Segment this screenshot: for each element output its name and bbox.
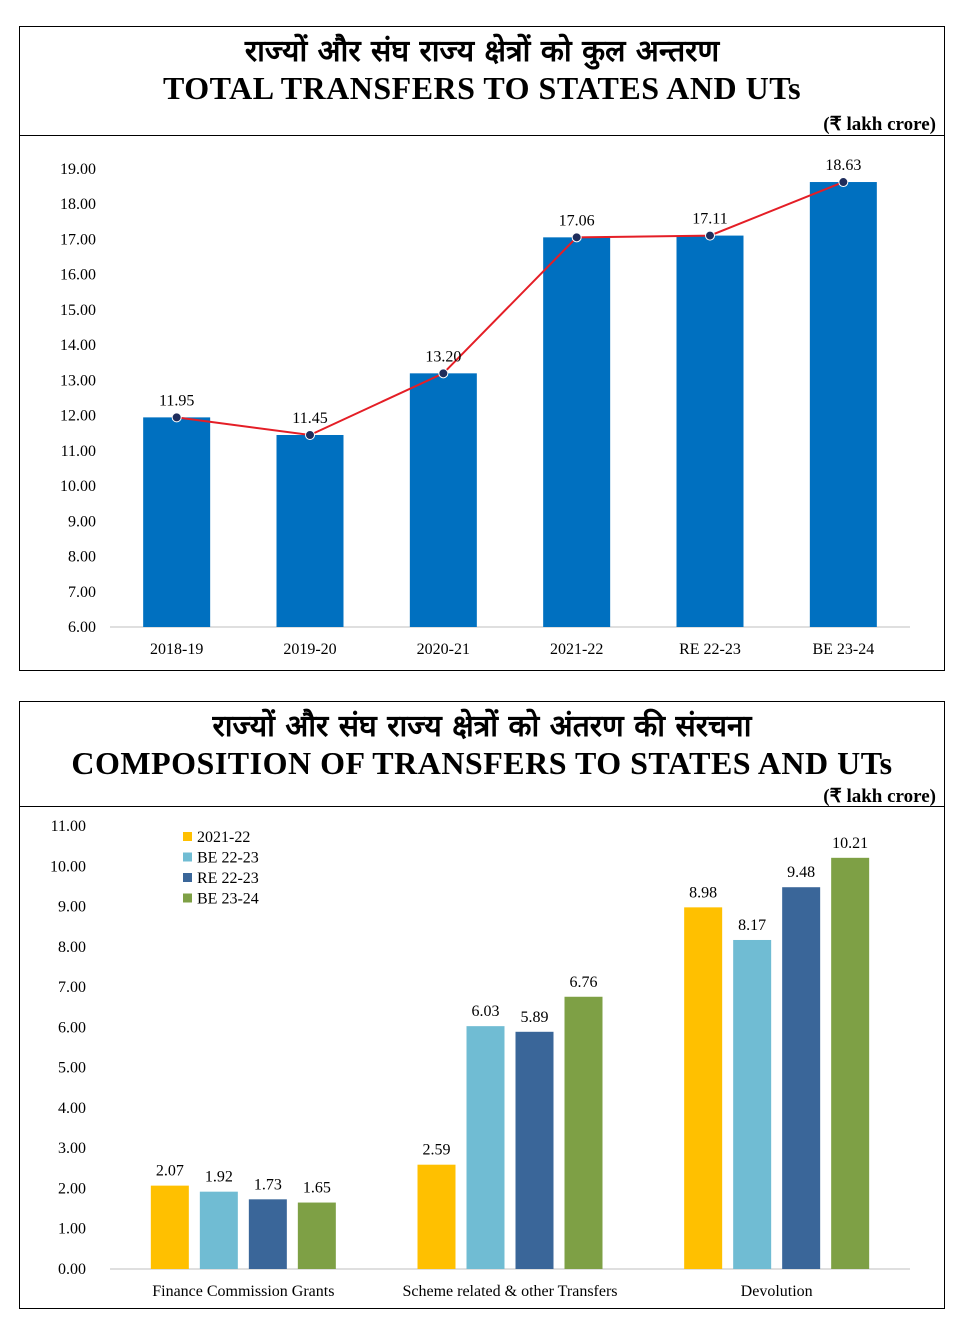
bar [150, 1185, 189, 1269]
y-tick-label: 9.00 [58, 899, 86, 916]
chart1-title-divider [20, 135, 944, 136]
y-tick-label: 6.00 [58, 1019, 86, 1036]
data-label: 6.03 [472, 1003, 500, 1020]
y-tick-label: 2.00 [58, 1180, 86, 1197]
composition-panel: राज्यों और संघ राज्य क्षेत्रों को अंतरण … [19, 701, 945, 1309]
data-label: 11.95 [159, 392, 194, 409]
y-tick-label: 19.00 [60, 161, 96, 178]
bar [733, 939, 772, 1269]
bar [676, 235, 744, 627]
legend-swatch [183, 893, 192, 903]
trend-marker [438, 368, 449, 379]
chart2-title-divider [20, 806, 944, 807]
y-tick-label: 11.00 [61, 443, 96, 460]
chart1-title: TOTAL TRANSFERS TO STATES AND UTs [162, 70, 802, 106]
legend-swatch [183, 852, 192, 862]
data-label: 5.89 [521, 1009, 549, 1026]
y-tick-label: 16.00 [60, 267, 96, 284]
y-tick-label: 6.00 [68, 619, 96, 636]
trend-marker [305, 429, 315, 440]
legend-swatch [183, 873, 192, 882]
x-tick-label: 2019-20 [283, 641, 336, 658]
data-label: 17.11 [692, 211, 727, 228]
bar [564, 996, 603, 1269]
bar [543, 237, 611, 627]
y-tick-label: 4.00 [58, 1100, 86, 1117]
y-tick-label: 12.00 [60, 408, 96, 425]
data-label: 1.92 [205, 1169, 233, 1186]
y-tick-label: 17.00 [60, 231, 96, 248]
y-tick-label: 18.00 [60, 196, 96, 213]
bar [143, 417, 211, 627]
x-tick-label: Scheme related & other Transfers [402, 1283, 617, 1300]
data-label: 11.45 [292, 410, 327, 427]
legend-entry: BE 22-23 [197, 850, 259, 867]
legend-entry: 2021-22 [197, 829, 250, 846]
chart1-unit-label: (₹ lakh crore) [823, 114, 936, 135]
data-label: 2.07 [156, 1163, 184, 1180]
total-transfers-panel: राज्यों और संघ राज्य क्षेत्रों को कुल अन… [19, 26, 945, 671]
bar [417, 1164, 456, 1269]
trend-marker [838, 177, 849, 188]
total-transfers-chart: 6.00 7.00 8.00 9.00 10.00 11.00 12.00 13.00 14.0… [60, 157, 910, 658]
data-label: 10.21 [832, 835, 868, 852]
legend-swatch [183, 832, 192, 841]
data-label: 18.63 [825, 157, 861, 174]
bar [248, 1199, 287, 1269]
x-tick-label: Finance Commission Grants [152, 1283, 334, 1300]
x-tick-label: 2018-19 [150, 641, 203, 658]
y-tick-label: 8.00 [58, 939, 86, 956]
y-tick-label: 9.00 [68, 513, 96, 530]
data-label: 8.17 [738, 917, 766, 934]
y-tick-label: 3.00 [58, 1140, 86, 1157]
legend-entry: BE 23-24 [197, 891, 259, 908]
y-tick-label: 10.00 [50, 858, 86, 875]
data-label: 13.20 [425, 348, 461, 365]
y-tick-label: 5.00 [58, 1060, 86, 1077]
chart1-title-hindi: राज्यों और संघ राज्य क्षेत्रों को कुल अन… [244, 34, 720, 69]
bar [782, 887, 821, 1269]
trend-marker [171, 412, 182, 423]
y-tick-label: 7.00 [68, 584, 96, 601]
bar [199, 1191, 238, 1269]
composition-chart: 0.00 1.00 2.00 3.00 4.00 5.00 6.00 7.00 8.00 9.00… [50, 818, 910, 1300]
data-label: 2.59 [423, 1142, 451, 1159]
x-tick-label: Devolution [741, 1283, 813, 1300]
bar [297, 1202, 336, 1269]
trend-line [176, 181, 844, 437]
y-tick-label: 11.00 [51, 818, 86, 835]
x-tick-label: 2020-21 [417, 641, 470, 658]
chart2-title-hindi: राज्यों और संघ राज्य क्षेत्रों को अंतरण … [212, 709, 752, 744]
data-label: 1.65 [303, 1180, 331, 1197]
data-label: 17.06 [559, 212, 595, 229]
data-label: 9.48 [787, 864, 815, 881]
bar [276, 434, 344, 627]
bar [831, 857, 870, 1269]
x-tick-label: RE 22-23 [679, 641, 741, 658]
x-tick-label: 2021-22 [550, 641, 603, 658]
bar [466, 1026, 505, 1269]
y-tick-label: 14.00 [60, 337, 96, 354]
data-label: 6.76 [570, 974, 598, 991]
y-tick-label: 0.00 [58, 1261, 86, 1278]
chart2-title: COMPOSITION OF TRANSFERS TO STATES AND U… [71, 745, 893, 781]
data-label: 1.73 [254, 1176, 282, 1193]
y-tick-label: 7.00 [58, 979, 86, 996]
legend-entry: RE 22-23 [197, 870, 259, 887]
bar [409, 373, 477, 627]
y-tick-label: 10.00 [60, 478, 96, 495]
y-tick-label: 8.00 [68, 549, 96, 566]
bar [515, 1031, 554, 1269]
x-tick-label: BE 23-24 [812, 641, 874, 658]
chart2-unit-label: (₹ lakh crore) [823, 786, 936, 807]
bar [684, 907, 723, 1269]
data-label: 8.98 [689, 884, 717, 901]
y-tick-label: 13.00 [60, 372, 96, 389]
y-tick-label: 1.00 [58, 1221, 86, 1238]
trend-marker [705, 230, 715, 241]
bar [809, 182, 877, 627]
trend-marker [571, 232, 582, 243]
y-tick-label: 15.00 [60, 302, 96, 319]
